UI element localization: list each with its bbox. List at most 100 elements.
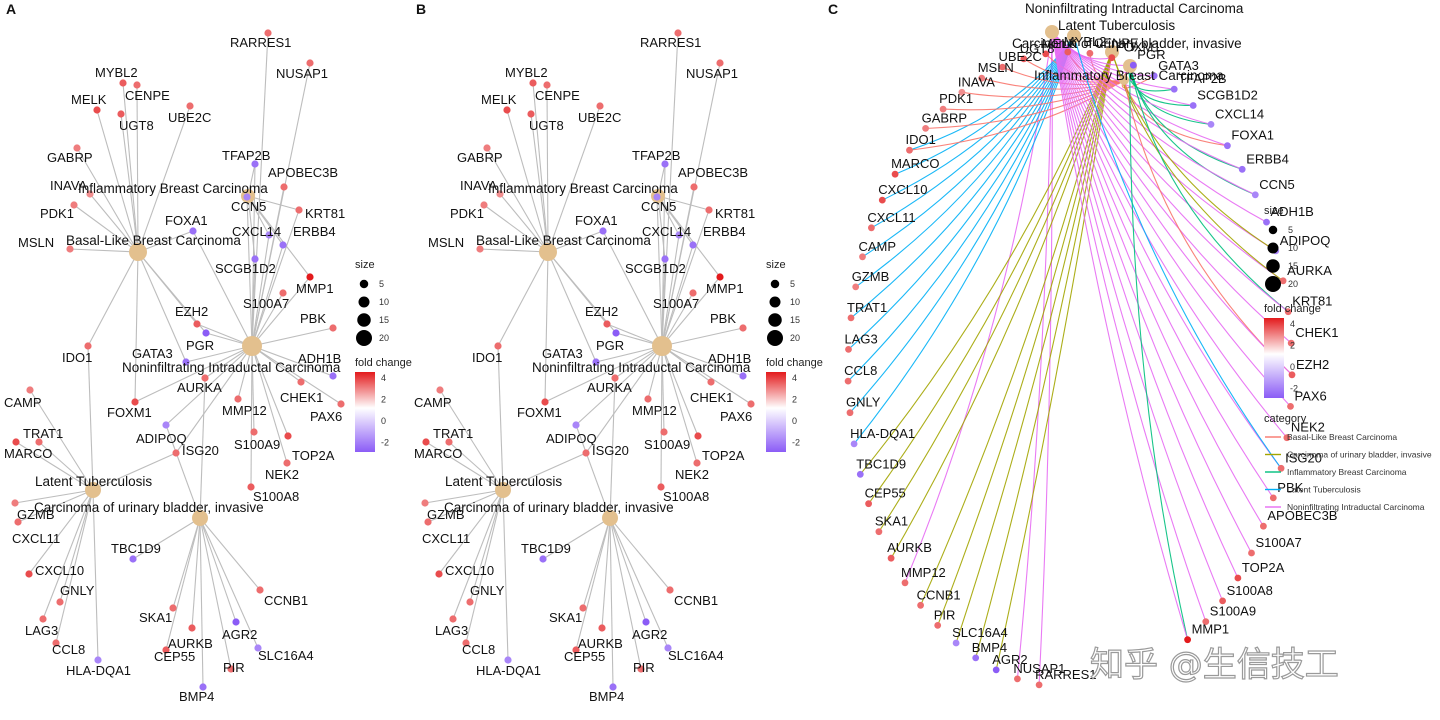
gene-node-pax6	[337, 400, 345, 408]
category-label-cub: Carcinoma of urinary bladder, invasive	[34, 500, 264, 515]
edge-foxa1-nic	[192, 230, 253, 347]
gene-label-krt81: KRT81	[305, 206, 345, 221]
edge-cxcl14-nic	[1051, 31, 1212, 125]
gene-label-adh1b: ADH1B	[1271, 204, 1314, 219]
edge-lag3-lt	[452, 489, 504, 620]
gene-node-ube2c	[596, 102, 604, 110]
edge-gnly-lt	[849, 35, 1075, 414]
edge-scgb1d2-ibc	[1129, 65, 1194, 107]
gene-node-gata3	[592, 358, 600, 366]
size-legend-dot	[768, 313, 782, 327]
gene-node-ido1	[84, 342, 92, 350]
edge-ccl8-lt	[55, 489, 94, 644]
gene-node-msln	[476, 245, 484, 253]
edge-ccn5-nic	[656, 196, 663, 347]
gene-label-ccl8: CCL8	[462, 642, 495, 657]
edge-pbk-nic	[1051, 31, 1274, 499]
gene-label-mmp1: MMP1	[296, 281, 334, 296]
edge-adipoq-nic	[165, 345, 253, 426]
gene-node-gzmb	[11, 499, 19, 507]
gene-node-ccl8	[844, 377, 852, 385]
gene-label-ido1: IDO1	[472, 350, 502, 365]
gene-node-mmp1	[306, 273, 314, 281]
edge-foxa1-basal	[1123, 79, 1228, 147]
category-label-basal: Basal-Like Breast Carcinoma	[66, 233, 241, 248]
gene-label-cenpe: CENPE	[1094, 35, 1139, 50]
edge-adh1b-nic	[661, 345, 744, 377]
panel-b-labels: Basal-Like Breast Carcinoma Inflammatory …	[414, 35, 755, 704]
gene-label-ska1: SKA1	[875, 514, 908, 529]
gene-node-melk	[503, 106, 511, 114]
gene-label-krt81: KRT81	[715, 206, 755, 221]
gene-label-mybl2: MYBL2	[1064, 34, 1107, 49]
fold-change-tick: 4	[381, 373, 386, 383]
panel-a-edges	[14, 32, 342, 688]
gene-label-nusap1: NUSAP1	[276, 66, 328, 81]
edge-pax6-nic	[661, 345, 752, 405]
fold-change-legend-a: fold change 4 2 0 -2	[355, 357, 412, 452]
gene-label-melk: MELK	[1042, 36, 1078, 51]
gene-node-mybl2	[1064, 48, 1072, 56]
edge-ska1-cub	[172, 517, 201, 609]
gene-label-hla-dqa1: HLA-DQA1	[850, 426, 915, 441]
edge-msln-basal	[69, 248, 139, 253]
gene-node-apobec3b	[1260, 522, 1267, 530]
fold-change-legend-title: fold change	[1264, 303, 1321, 315]
gene-node-pir	[637, 665, 645, 673]
gene-label-s100a9: S100A9	[234, 437, 280, 452]
gene-node-tfap2b	[251, 160, 259, 168]
edge-hla-dqa1-lt	[853, 35, 1075, 445]
size-legend-c: size 5 10 15 20	[1264, 205, 1298, 292]
gene-label-lag3: LAG3	[25, 623, 58, 638]
gene-label-camp: CAMP	[414, 395, 452, 410]
gene-label-cxcl14: CXCL14	[642, 224, 691, 239]
edge-slc16a4-cub	[609, 517, 669, 649]
gene-label-pbk: PBK	[710, 311, 736, 326]
gene-node-ccn5	[243, 193, 251, 201]
edge-s100a7-nic	[661, 292, 694, 347]
edge-isg20-nic	[175, 345, 253, 454]
gene-node-cxcl11	[424, 518, 432, 526]
gene-node-cxcl10	[25, 570, 33, 578]
gene-node-pbk	[329, 324, 337, 332]
gene-node-pbk	[1269, 494, 1277, 502]
panel-b-nodes	[421, 29, 755, 691]
gene-node-inava	[496, 190, 504, 198]
size-legend-dot	[1267, 242, 1279, 254]
gene-node-cxcl14	[675, 231, 683, 239]
gene-node-foxm1	[541, 398, 549, 406]
size-legend-title: size	[766, 259, 786, 271]
size-legend-value: 10	[790, 297, 800, 307]
gene-label-apobec3b: APOBEC3B	[678, 165, 748, 180]
edge-pir-cub	[199, 517, 232, 670]
panel-b-edges	[424, 32, 752, 688]
gene-node-gata3	[182, 358, 190, 366]
gene-label-ido1: IDO1	[906, 132, 936, 147]
category-legend-label-cub: Carcinoma of urinary bladder, invasive	[1287, 450, 1432, 460]
gene-node-erbb4	[279, 241, 287, 249]
gene-label-ugt8: UGT8	[1020, 41, 1055, 56]
gene-label-nek2: NEK2	[675, 467, 709, 482]
category-node-nic	[1045, 25, 1059, 39]
gene-node-apobec3b	[690, 183, 698, 191]
edge-slc16a4-cub	[199, 517, 259, 649]
panel-c-edges	[847, 31, 1293, 685]
edge-ska1-cub	[582, 517, 611, 609]
edge-gata3-basal	[547, 251, 597, 363]
gene-node-foxa1	[599, 227, 607, 235]
gene-node-pdk1	[70, 201, 78, 209]
gene-label-ccl8: CCL8	[844, 363, 877, 378]
size-legend-value: 5	[1288, 225, 1293, 235]
gene-node-foxa1	[1224, 142, 1231, 150]
category-label-nic: Noninfiltrating Intraductal Carcinoma	[1025, 1, 1244, 16]
gene-label-lag3: LAG3	[435, 623, 468, 638]
gene-node-aurkb	[887, 554, 895, 562]
edge-krt81-nic	[1051, 31, 1289, 313]
gene-node-gzmb	[852, 283, 860, 291]
gene-node-gzmb	[421, 499, 429, 507]
gene-label-isg20: ISG20	[592, 443, 629, 458]
gene-label-pdk1: PDK1	[40, 206, 74, 221]
edge-mmp1-nic	[251, 276, 311, 347]
gene-label-gabrp: GABRP	[47, 150, 93, 165]
gene-node-ugt8	[1020, 55, 1028, 63]
